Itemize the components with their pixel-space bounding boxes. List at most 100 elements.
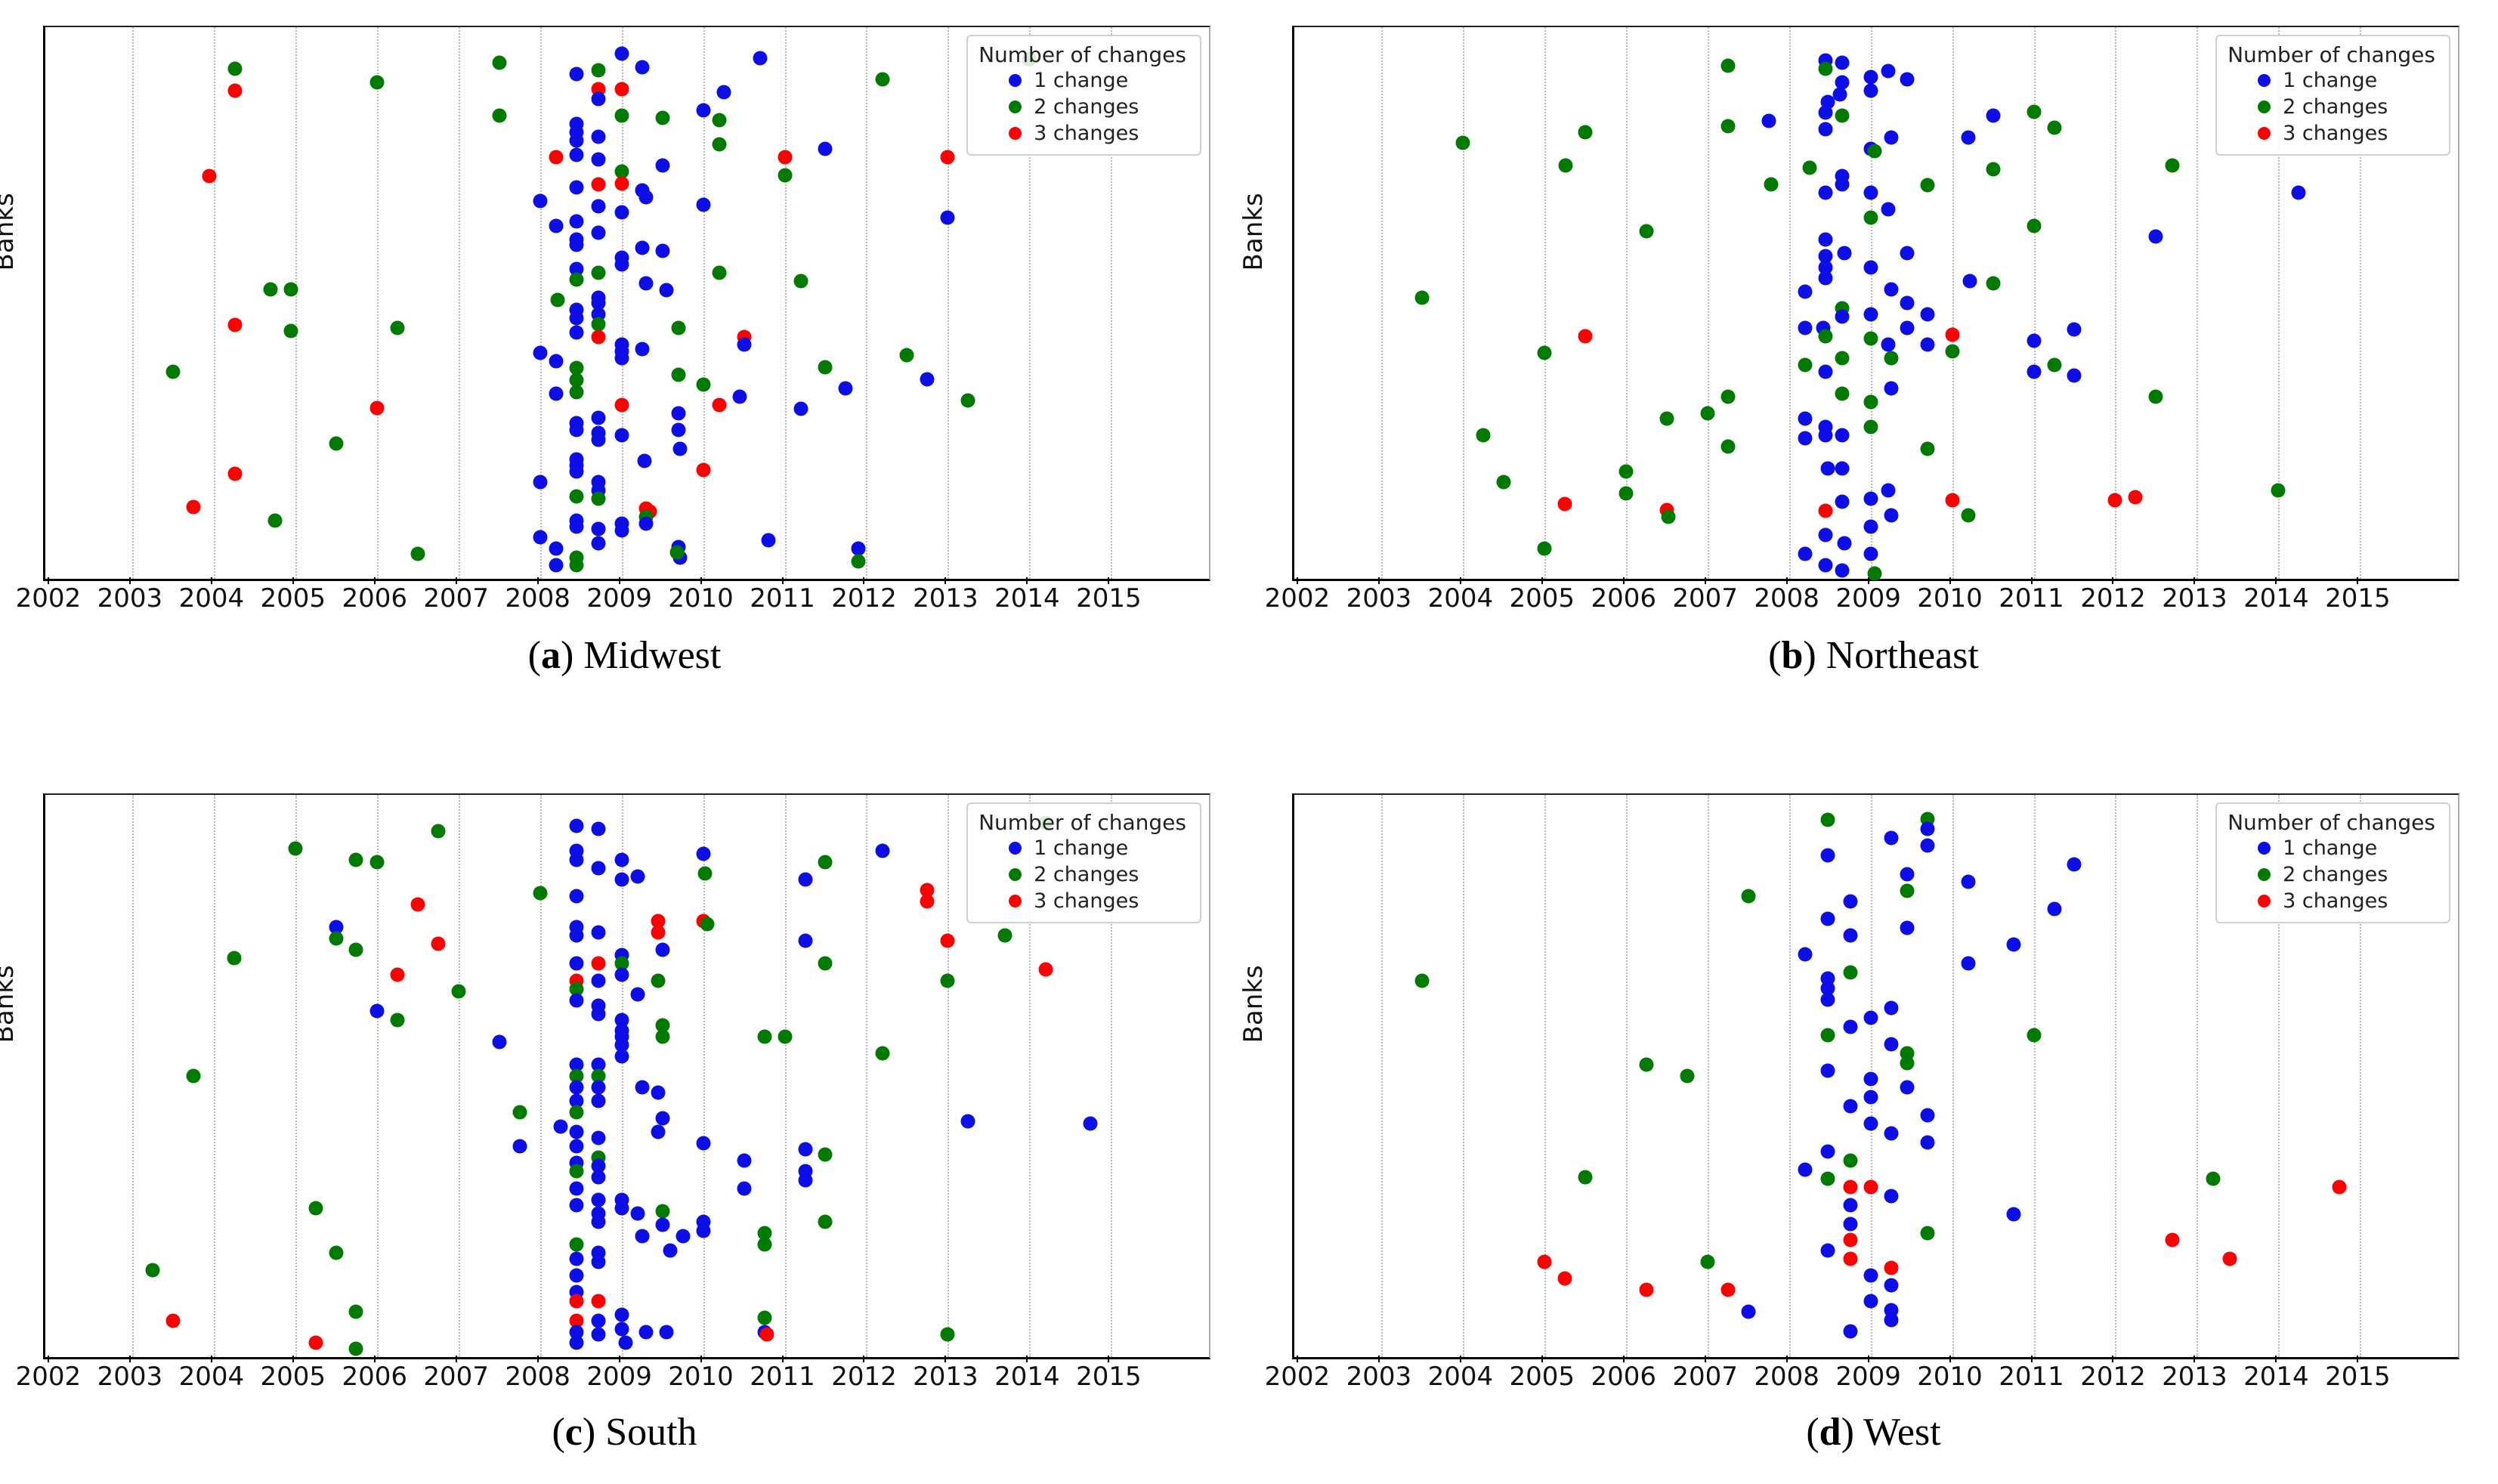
legend-item-label: 2 changes	[1034, 863, 1139, 886]
gridline-2013	[2197, 795, 2199, 1357]
data-point	[569, 928, 584, 943]
plot-area-northeast: Number of changes 1 change 2 changes 3 chan…	[1292, 26, 2459, 581]
data-point	[202, 168, 217, 184]
x-tick-mark	[128, 577, 131, 584]
data-point	[533, 345, 548, 360]
data-point	[1835, 177, 1850, 192]
data-point	[737, 337, 752, 352]
x-axis-ticks: 2002 2003 2004 2005 2006 2007 2008 2009 2010 2011…	[16, 583, 1207, 618]
data-point	[1835, 351, 1850, 366]
gridline-2008	[1788, 27, 1791, 579]
legend-item-label: 1 change	[1034, 69, 1129, 92]
gridline-2007	[1707, 795, 1709, 1357]
data-point	[1798, 357, 1813, 373]
data-point	[1863, 394, 1878, 410]
data-point	[591, 925, 606, 940]
data-point	[1820, 1171, 1835, 1186]
x-tick-mark	[1867, 577, 1869, 584]
data-point	[1835, 55, 1850, 70]
data-point	[1843, 1232, 1858, 1247]
data-point	[569, 1237, 584, 1252]
data-point	[875, 843, 890, 858]
data-point	[569, 1139, 584, 1154]
x-tick-label-2012: 2012	[2080, 1362, 2146, 1392]
x-tick-mark	[618, 1356, 620, 1362]
data-point	[227, 83, 243, 98]
x-tick-mark	[1377, 1356, 1380, 1362]
gridline-2012	[2115, 27, 2117, 579]
data-point	[2206, 1171, 2221, 1186]
x-tick-label-2013: 2013	[2162, 1362, 2227, 1392]
data-point	[1835, 461, 1850, 476]
gridline-2006	[376, 795, 379, 1357]
data-point	[778, 1029, 793, 1044]
x-tick-mark	[1108, 1356, 1110, 1362]
data-point	[614, 1037, 629, 1053]
x-tick-mark	[210, 1356, 212, 1362]
x-tick-label-2015: 2015	[2325, 1362, 2391, 1392]
x-tick-label-2014: 2014	[994, 1362, 1060, 1392]
data-point	[793, 274, 808, 289]
data-point	[591, 1254, 606, 1269]
data-point	[1863, 519, 1878, 534]
data-point	[1820, 1243, 1835, 1258]
x-tick-label-2008: 2008	[505, 1362, 570, 1392]
data-point	[1741, 1304, 1756, 1319]
x-tick-label-2010: 2010	[1917, 1362, 1983, 1392]
x-tick-label-2005: 2005	[1509, 1362, 1575, 1392]
data-point	[1798, 411, 1813, 426]
data-point	[1820, 848, 1835, 863]
data-point	[1818, 558, 1833, 573]
legend: Number of changes 1 change 2 changes 3 chan…	[966, 802, 1201, 923]
x-tick-label-2014: 2014	[2243, 1362, 2309, 1392]
x-tick-mark	[781, 577, 784, 584]
data-point	[2332, 1179, 2347, 1195]
data-point	[696, 1136, 711, 1151]
data-point	[1900, 920, 1915, 935]
data-point	[1986, 162, 2001, 177]
x-tick-mark	[1541, 1356, 1543, 1362]
data-point	[329, 1245, 344, 1260]
data-point	[1820, 812, 1835, 827]
data-point	[1820, 1063, 1835, 1078]
data-point	[569, 1093, 584, 1108]
gridline-2003	[131, 795, 134, 1357]
x-tick-mark	[1949, 577, 1951, 584]
data-point	[712, 265, 727, 280]
data-point	[818, 855, 833, 870]
data-point	[700, 917, 715, 932]
data-point	[1820, 94, 1835, 110]
data-point	[1843, 1217, 1858, 1232]
x-tick-mark	[1459, 1356, 1461, 1362]
data-point	[1835, 494, 1850, 509]
data-point	[1741, 889, 1756, 904]
legend-marker-icon	[2258, 100, 2271, 113]
data-point	[732, 389, 747, 404]
data-point	[920, 372, 935, 387]
data-point	[591, 177, 606, 192]
data-point	[696, 377, 711, 392]
data-point	[549, 150, 564, 165]
gridline-2007	[458, 795, 460, 1357]
gridline-2003	[131, 27, 134, 579]
data-point	[1818, 271, 1833, 286]
data-point	[635, 342, 650, 357]
data-point	[227, 61, 243, 76]
x-tick-mark	[700, 1356, 702, 1362]
data-point	[1820, 981, 1835, 996]
data-point	[410, 897, 425, 912]
legend: Number of changes 1 change 2 changes 3 chan…	[966, 35, 1201, 156]
data-point	[1720, 439, 1736, 454]
data-point	[1835, 386, 1850, 401]
gridline-2015	[2360, 795, 2362, 1357]
data-point	[2222, 1251, 2237, 1266]
x-tick-label-2003: 2003	[97, 583, 163, 614]
data-point	[663, 1243, 678, 1258]
gridline-2008	[539, 27, 542, 579]
data-point	[1863, 1116, 1878, 1131]
legend-item-label: 2 changes	[1034, 95, 1139, 119]
data-point	[818, 1214, 833, 1229]
data-point	[1881, 63, 1896, 79]
x-tick-label-2007: 2007	[423, 583, 489, 614]
x-tick-label-2006: 2006	[342, 1362, 407, 1392]
